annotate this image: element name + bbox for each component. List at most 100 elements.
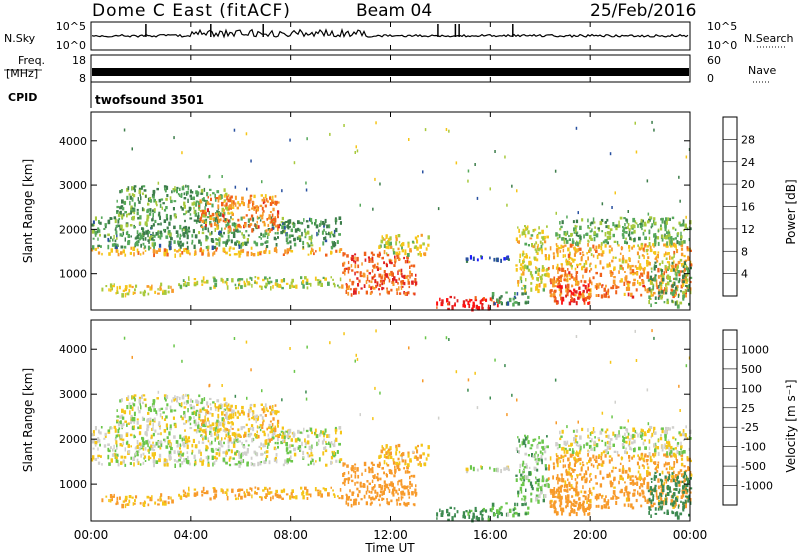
power-cell bbox=[669, 280, 672, 283]
power-cell bbox=[412, 264, 416, 268]
velocity-cell bbox=[198, 417, 201, 421]
power-cell bbox=[647, 220, 650, 224]
velocity-cell bbox=[158, 458, 161, 463]
power-cell bbox=[204, 210, 206, 213]
velocity-cell bbox=[453, 515, 456, 518]
power-cell bbox=[385, 234, 388, 239]
power-cell bbox=[173, 240, 176, 244]
velocity-cell bbox=[589, 498, 592, 504]
power-cell bbox=[302, 240, 305, 246]
velocity-cell bbox=[425, 457, 428, 461]
velocity-cell bbox=[235, 463, 238, 466]
velocity-cell bbox=[221, 411, 224, 416]
velocity-cell bbox=[238, 494, 240, 497]
power-cell bbox=[536, 245, 539, 250]
velocity-cell bbox=[666, 471, 670, 474]
velocity-cell bbox=[536, 494, 539, 498]
velocity-cell bbox=[531, 453, 534, 458]
power-cell bbox=[601, 202, 604, 206]
velocity-cell bbox=[230, 425, 232, 429]
power-cell bbox=[544, 257, 548, 261]
power-cell bbox=[557, 269, 559, 274]
velocity-cell bbox=[215, 458, 218, 462]
velocity-cell bbox=[369, 468, 373, 471]
power-cell bbox=[482, 297, 485, 301]
velocity-cell bbox=[574, 478, 577, 481]
velocity-cell bbox=[629, 477, 632, 481]
velocity-cell bbox=[683, 438, 685, 441]
power-cell bbox=[232, 203, 235, 207]
power-cell bbox=[577, 247, 580, 252]
power-cell bbox=[205, 235, 208, 240]
power-cell bbox=[159, 203, 162, 208]
power-cell bbox=[103, 234, 107, 238]
power-cell bbox=[639, 223, 642, 225]
power-cell bbox=[533, 256, 536, 260]
power-cell bbox=[131, 193, 134, 197]
velocity-cell bbox=[232, 413, 235, 417]
power-cell bbox=[107, 233, 110, 237]
velocity-cell bbox=[637, 433, 639, 438]
power-cell bbox=[497, 300, 500, 304]
power-cell bbox=[203, 281, 207, 284]
power-cell bbox=[243, 280, 246, 284]
velocity-cell bbox=[379, 494, 382, 498]
velocity-cell bbox=[308, 493, 311, 496]
power-cell bbox=[172, 188, 176, 191]
velocity-cell bbox=[683, 480, 685, 484]
power-cell bbox=[491, 295, 494, 300]
velocity-cell bbox=[532, 455, 535, 459]
power-cell bbox=[291, 278, 294, 283]
power-cell bbox=[322, 276, 325, 279]
power-cell bbox=[637, 260, 640, 264]
power-cell bbox=[257, 208, 259, 212]
power-cell bbox=[556, 301, 558, 305]
power-cell bbox=[110, 236, 112, 240]
power-cell bbox=[183, 213, 186, 216]
velocity-cell bbox=[217, 428, 221, 433]
power-cell bbox=[237, 286, 239, 290]
power-cell bbox=[386, 252, 388, 255]
power-cell bbox=[369, 257, 373, 261]
power-cell bbox=[133, 215, 135, 219]
velocity-cell bbox=[581, 476, 584, 481]
power-cell bbox=[521, 287, 523, 290]
power-cell bbox=[197, 212, 200, 217]
velocity-cell bbox=[357, 474, 360, 479]
power-cell bbox=[660, 285, 662, 290]
power-cell bbox=[627, 287, 631, 291]
power-cell bbox=[476, 258, 479, 262]
power-cell bbox=[576, 241, 579, 246]
nsky-left-tick-top: 10^5 bbox=[56, 20, 86, 33]
velocity-cell bbox=[231, 416, 235, 419]
power-cell bbox=[343, 252, 346, 256]
velocity-cell bbox=[157, 441, 159, 446]
velocity-cell bbox=[655, 489, 658, 494]
power-cell bbox=[273, 236, 276, 241]
velocity-cell bbox=[151, 452, 154, 457]
velocity-cell bbox=[148, 440, 151, 444]
power-cell bbox=[534, 270, 537, 274]
power-cell bbox=[323, 225, 325, 228]
velocity-cell bbox=[261, 416, 264, 420]
power-cell bbox=[598, 283, 601, 286]
velocity-cell bbox=[253, 434, 256, 437]
power-cell bbox=[305, 181, 307, 185]
power-cell bbox=[153, 244, 155, 249]
power-cell bbox=[255, 281, 258, 285]
power-cell bbox=[142, 192, 144, 195]
power-cell bbox=[165, 197, 168, 201]
velocity-cell bbox=[213, 461, 216, 465]
velocity-cell bbox=[137, 426, 140, 430]
velocity-cell bbox=[672, 470, 675, 474]
power-cell bbox=[688, 284, 690, 289]
power-cell bbox=[226, 285, 229, 290]
velocity-cell bbox=[133, 421, 136, 424]
velocity-cell bbox=[648, 472, 651, 476]
power-cell bbox=[173, 248, 176, 252]
power-cell bbox=[169, 217, 172, 221]
velocity-cell bbox=[674, 499, 677, 503]
power-cell bbox=[526, 265, 529, 269]
velocity-cell bbox=[476, 517, 479, 521]
power-cell bbox=[551, 278, 554, 283]
